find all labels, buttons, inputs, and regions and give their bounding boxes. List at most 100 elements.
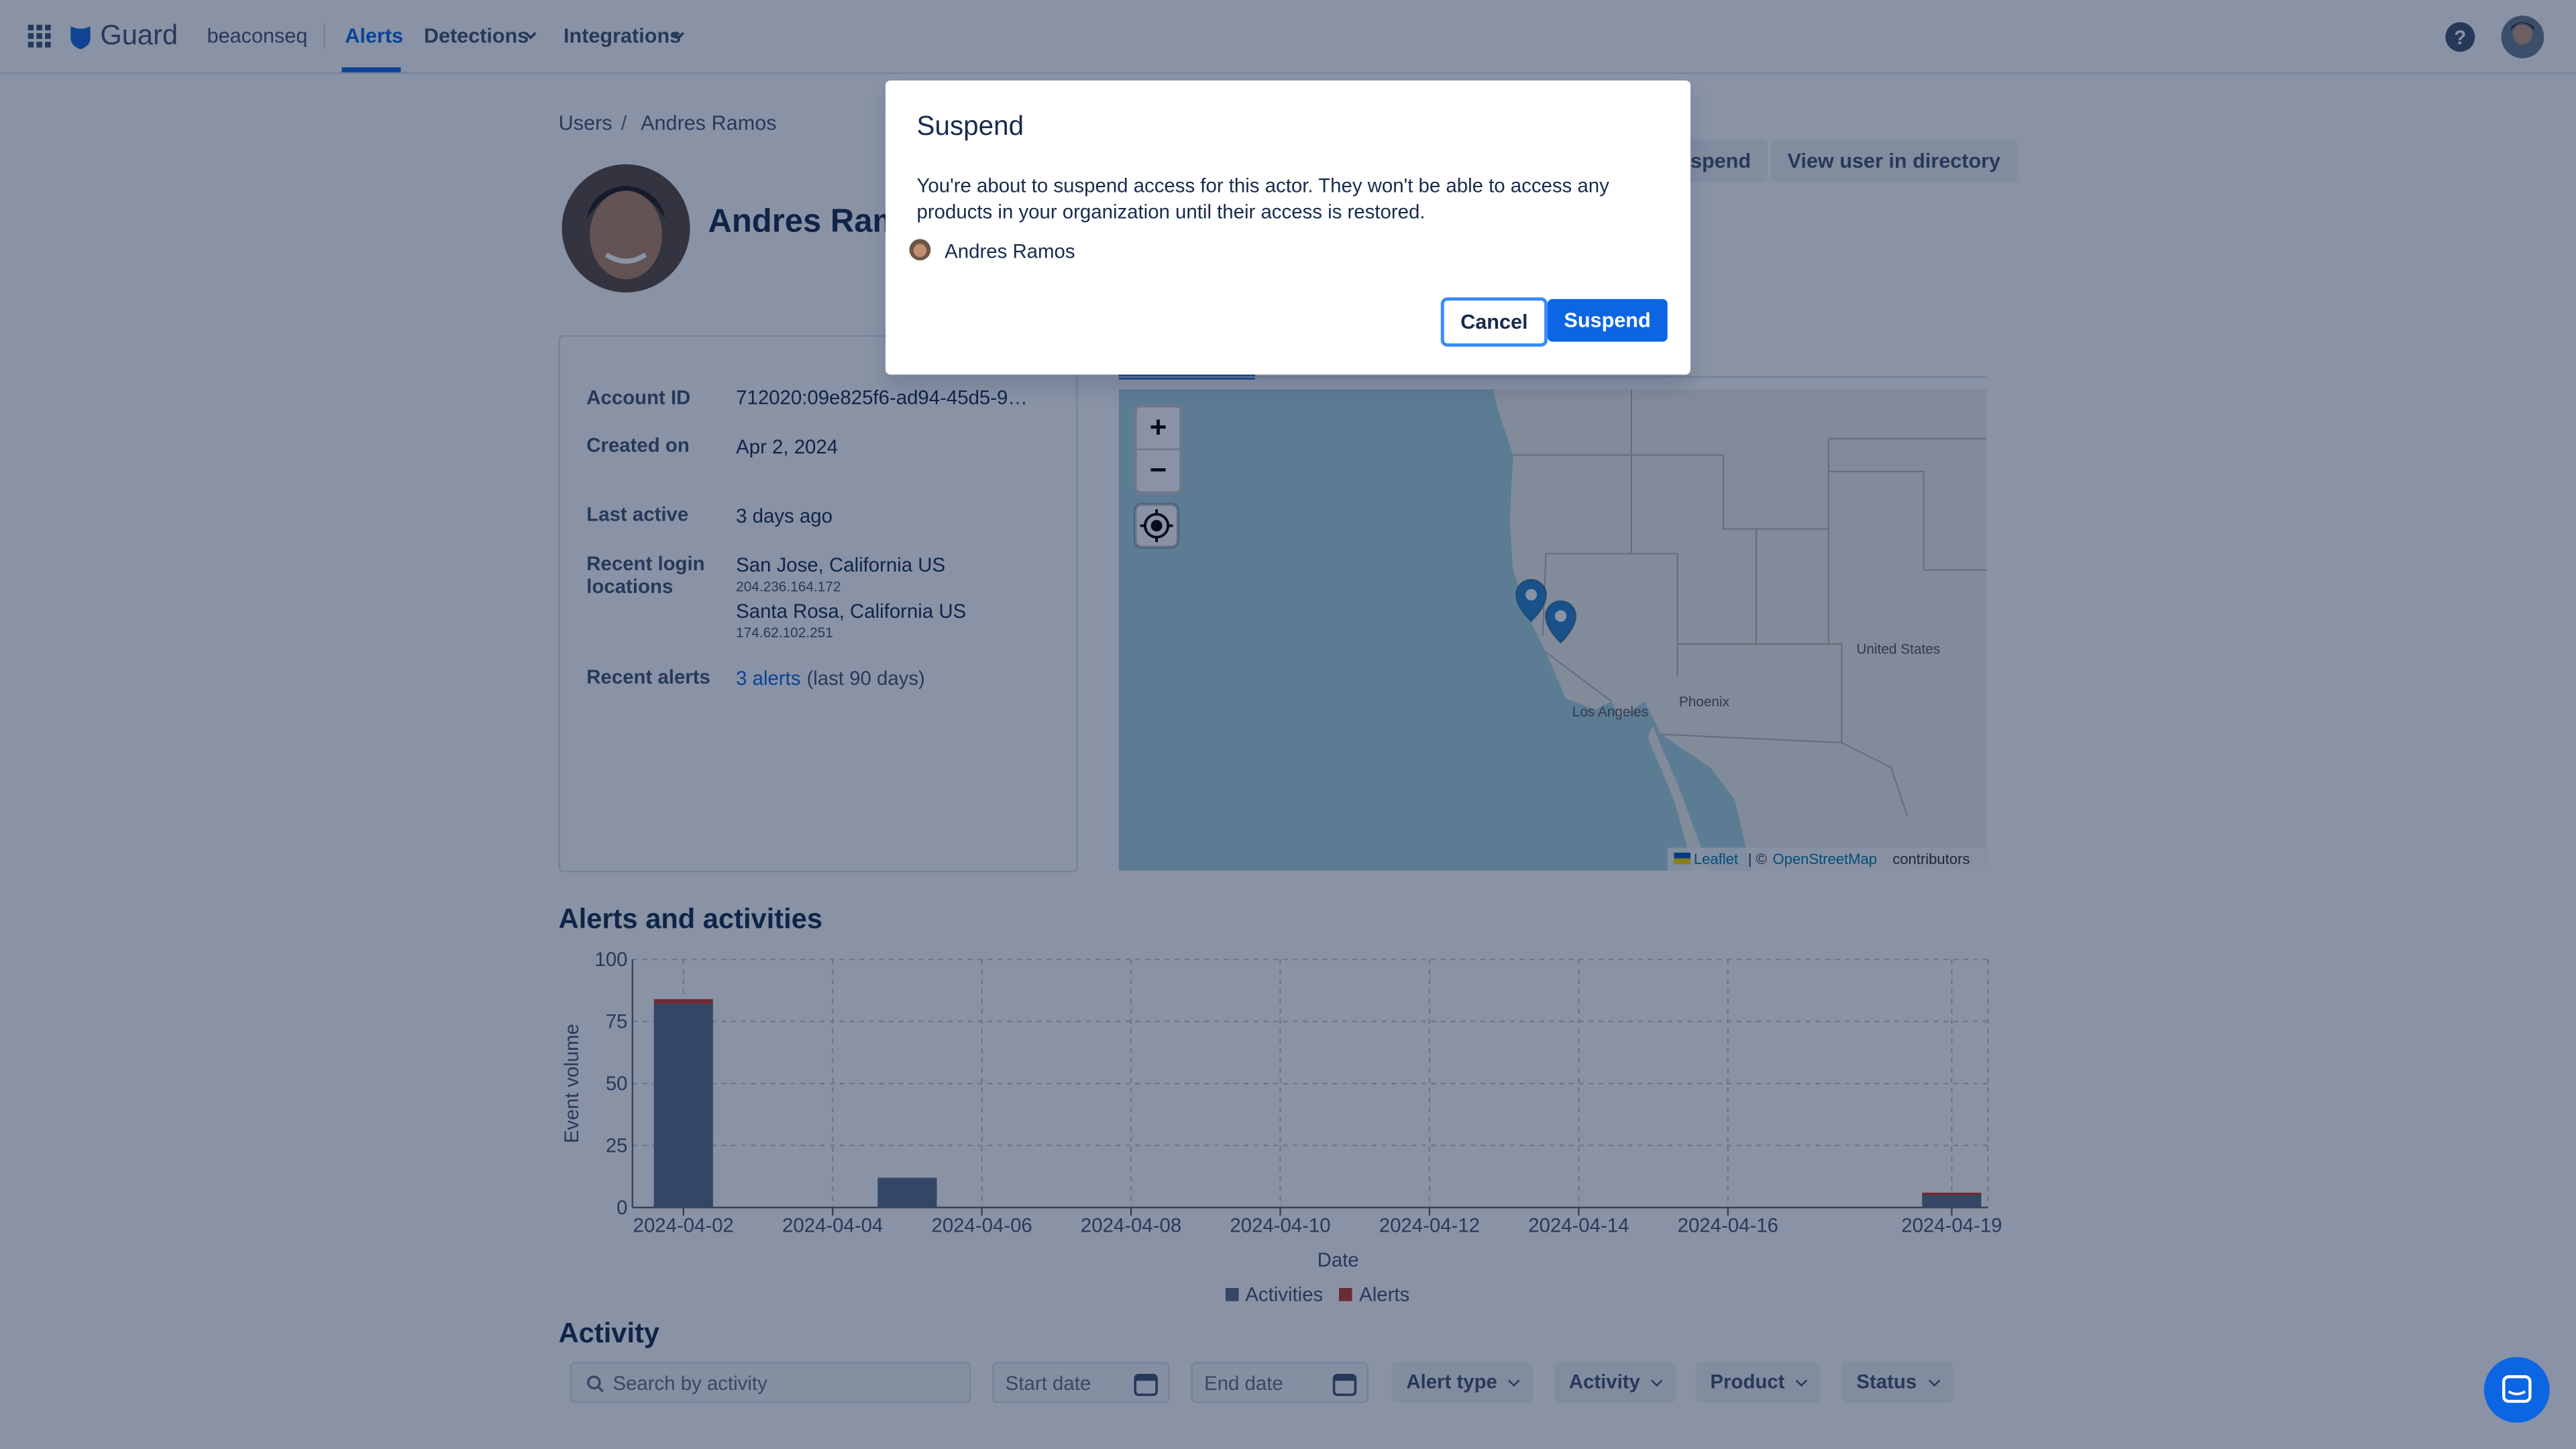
placeholder: Search by activity bbox=[612, 1371, 767, 1395]
detail-label: Created on bbox=[586, 433, 690, 457]
x-tick-label: 2024-04-16 bbox=[1678, 1215, 1778, 1237]
y-tick-label: 0 bbox=[616, 1197, 627, 1219]
bar-segment bbox=[1922, 1195, 1982, 1208]
breadcrumb-separator: / bbox=[621, 111, 627, 135]
app-switcher[interactable] bbox=[28, 24, 51, 48]
attribution-bg bbox=[1667, 847, 1986, 871]
user-avatar[interactable] bbox=[2500, 15, 2544, 59]
detail-label: Account ID bbox=[586, 386, 691, 409]
legend-label: Activities bbox=[1245, 1283, 1324, 1306]
alerts-note: (last 90 days) bbox=[806, 667, 925, 690]
modal: Suspend You're about to suspend access f… bbox=[885, 80, 1691, 375]
map[interactable]: United States Phoenix Los Angeles Leafle… bbox=[1118, 389, 1986, 871]
y-tick-label: 75 bbox=[606, 1010, 628, 1032]
y-tick-label: 25 bbox=[606, 1134, 628, 1157]
legend-item[interactable]: Alerts bbox=[1339, 1283, 1410, 1306]
chart: 0 25 50 75 100 2024-04-02 2024-04-04 2024-04-06… bbox=[561, 949, 2002, 1271]
search-input[interactable]: Search by activity bbox=[570, 1362, 971, 1403]
map-marker[interactable] bbox=[1545, 600, 1576, 644]
chevron bbox=[525, 32, 537, 40]
filter[interactable]: Alert type bbox=[1391, 1362, 1534, 1403]
attribution-link[interactable]: OpenStreetMap bbox=[1772, 851, 1877, 867]
placeholder: End date bbox=[1204, 1371, 1283, 1395]
legend: Activities Alerts bbox=[542, 1283, 2093, 1306]
chevron bbox=[672, 32, 685, 40]
breadcrumb-link[interactable]: Users bbox=[558, 111, 612, 135]
top-nav: Guard beaconseq Alerts Detections Integr… bbox=[0, 0, 2576, 74]
x-tick-label: 2024-04-14 bbox=[1528, 1215, 1629, 1237]
search-icon bbox=[587, 1375, 604, 1393]
x-axis-title: Date bbox=[1318, 1249, 1359, 1271]
flag bbox=[1674, 858, 1691, 865]
x-tick-label: 2024-04-12 bbox=[1379, 1215, 1480, 1237]
x-tick-label: 2024-04-02 bbox=[633, 1215, 734, 1237]
help-button[interactable]: ? bbox=[2445, 21, 2476, 53]
breadcrumb-link[interactable]: Andres Ramos bbox=[641, 111, 777, 135]
detail-value: 712020:09e825f6-ad94-45d5-9… bbox=[736, 386, 1028, 409]
legend-label: Alerts bbox=[1359, 1283, 1410, 1306]
svg-text:?: ? bbox=[2454, 27, 2466, 49]
location-place: Santa Rosa, California US bbox=[736, 599, 967, 623]
modal-user: Andres Ramos bbox=[945, 239, 1075, 263]
detail-label: Recent alerts bbox=[586, 665, 710, 689]
calendar-icon bbox=[1332, 1373, 1357, 1397]
profile-photo bbox=[561, 164, 690, 292]
details-card bbox=[558, 335, 1078, 873]
confirm-button[interactable]: Suspend bbox=[1547, 299, 1668, 342]
land bbox=[1493, 389, 1986, 871]
y-tick-label: 50 bbox=[606, 1073, 628, 1095]
divider bbox=[323, 23, 325, 50]
cancel-button[interactable]: Cancel bbox=[1440, 297, 1548, 347]
x-tick-label: 2024-04-06 bbox=[931, 1215, 1032, 1237]
bar-segment bbox=[653, 999, 713, 1004]
logo-icon bbox=[70, 26, 91, 50]
nav-item[interactable]: Alerts bbox=[345, 24, 404, 48]
section-title: Activity bbox=[558, 1318, 660, 1349]
legend-item[interactable]: Activities bbox=[1225, 1283, 1324, 1306]
map-marker[interactable] bbox=[1515, 579, 1547, 623]
map-label: Los Angeles bbox=[1572, 704, 1648, 720]
zoom-control: + − bbox=[1133, 404, 1183, 495]
nav-item[interactable]: Integrations bbox=[564, 24, 682, 48]
chat-button[interactable] bbox=[2483, 1356, 2550, 1423]
app-name[interactable]: Guard bbox=[100, 19, 178, 51]
filter[interactable]: Activity bbox=[1554, 1362, 1676, 1403]
nav-item[interactable]: Detections bbox=[423, 24, 529, 48]
alerts-link[interactable]: 3 alerts bbox=[736, 667, 801, 690]
modal-body: You're about to suspend access for this … bbox=[916, 174, 1609, 224]
filter[interactable]: Status bbox=[1841, 1362, 1953, 1403]
detail-value: Apr 2, 2024 bbox=[736, 435, 839, 459]
detail-value: 3 days ago bbox=[736, 504, 833, 528]
attribution-text: contributors bbox=[1892, 851, 1970, 867]
placeholder: Start date bbox=[1005, 1371, 1091, 1395]
workspace[interactable]: beaconseq bbox=[207, 24, 308, 48]
y-axis-title: Event volume bbox=[561, 1024, 583, 1143]
location-place: San Jose, California US bbox=[736, 553, 946, 577]
borders bbox=[1513, 389, 1986, 817]
location-ip: 204.236.164.172 bbox=[736, 578, 841, 595]
x-tick-label: 2024-04-08 bbox=[1081, 1215, 1181, 1237]
detail-label: Last active bbox=[586, 502, 689, 526]
locate-button[interactable] bbox=[1133, 502, 1180, 549]
attribution-text: | © bbox=[1748, 851, 1767, 867]
start-date[interactable]: Start date bbox=[992, 1362, 1170, 1403]
y-tick-label: 100 bbox=[594, 949, 627, 971]
zoom-in[interactable]: + bbox=[1136, 407, 1180, 451]
active-indicator bbox=[341, 67, 401, 72]
section-title: Alerts and activities bbox=[558, 903, 823, 935]
bar-segment bbox=[653, 1004, 713, 1208]
x-tick-label: 2024-04-04 bbox=[782, 1215, 883, 1237]
end-date[interactable]: End date bbox=[1191, 1362, 1369, 1403]
land bbox=[1648, 726, 1711, 871]
legend-swatch bbox=[1225, 1288, 1239, 1301]
bar-segment bbox=[877, 1177, 937, 1208]
x-tick-label: 2024-04-19 bbox=[1901, 1215, 2002, 1237]
user-avatar bbox=[909, 239, 931, 261]
zoom-out[interactable]: − bbox=[1149, 453, 1167, 486]
directory-button[interactable]: View user in directory bbox=[1771, 140, 2017, 182]
location-ip: 174.62.102.251 bbox=[736, 624, 833, 641]
filter[interactable]: Product bbox=[1695, 1362, 1821, 1403]
attribution-link[interactable]: Leaflet bbox=[1694, 851, 1738, 867]
